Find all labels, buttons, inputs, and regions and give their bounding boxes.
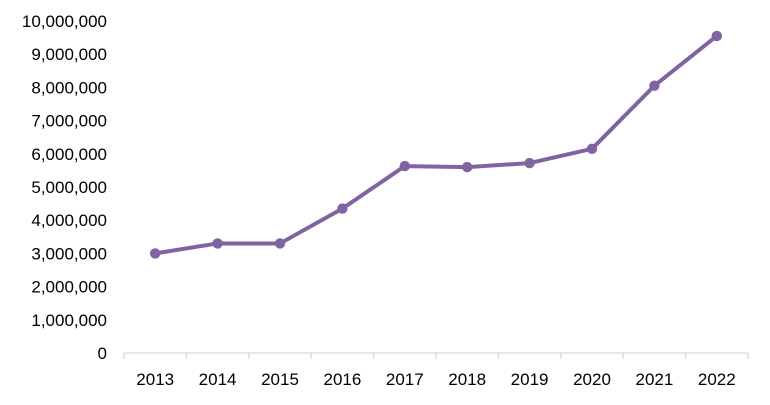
x-tick-label: 2020 bbox=[573, 370, 611, 389]
y-tick-label: 7,000,000 bbox=[31, 112, 107, 131]
data-point bbox=[649, 80, 660, 91]
x-tick-label: 2022 bbox=[698, 370, 736, 389]
data-point bbox=[212, 238, 223, 249]
x-tick-label: 2014 bbox=[199, 370, 237, 389]
data-point bbox=[524, 157, 535, 169]
y-tick-label: 2,000,000 bbox=[31, 278, 107, 297]
x-tick-label: 2017 bbox=[386, 370, 424, 389]
data-point bbox=[399, 160, 410, 172]
x-tick-label: 2013 bbox=[136, 370, 174, 389]
series-group bbox=[150, 30, 722, 259]
y-tick-label: 6,000,000 bbox=[31, 145, 107, 164]
y-tick-label: 8,000,000 bbox=[31, 78, 107, 97]
data-point bbox=[711, 30, 722, 42]
data-point bbox=[462, 161, 473, 173]
data-point bbox=[586, 143, 598, 155]
y-tick-label: 1,000,000 bbox=[31, 311, 107, 330]
y-tick-label: 9,000,000 bbox=[31, 45, 107, 64]
x-tick-label: 2019 bbox=[511, 370, 549, 389]
x-tick-label: 2021 bbox=[635, 370, 673, 389]
data-point bbox=[150, 248, 161, 259]
y-tick-label: 10,000,000 bbox=[22, 12, 107, 31]
y-tick-label: 3,000,000 bbox=[31, 244, 107, 263]
y-axis: 0 1,000,000 2,000,000 3,000,000 4,000,000 5,0… bbox=[22, 12, 107, 363]
data-point bbox=[337, 203, 348, 214]
y-tick-label: 4,000,000 bbox=[31, 211, 107, 230]
y-tick-label: 0 bbox=[98, 344, 107, 363]
x-tick-labels: 2013 2014 2015 2016 2017 2018 2019 2020 2021 2022 bbox=[136, 370, 735, 389]
data-point bbox=[274, 238, 286, 249]
x-tick-label: 2018 bbox=[448, 370, 486, 389]
y-tick-label: 5,000,000 bbox=[31, 178, 107, 197]
x-tick-label: 2016 bbox=[323, 370, 361, 389]
x-tick-label: 2015 bbox=[261, 370, 299, 389]
series-line bbox=[153, 33, 719, 256]
x-axis bbox=[123, 352, 749, 359]
